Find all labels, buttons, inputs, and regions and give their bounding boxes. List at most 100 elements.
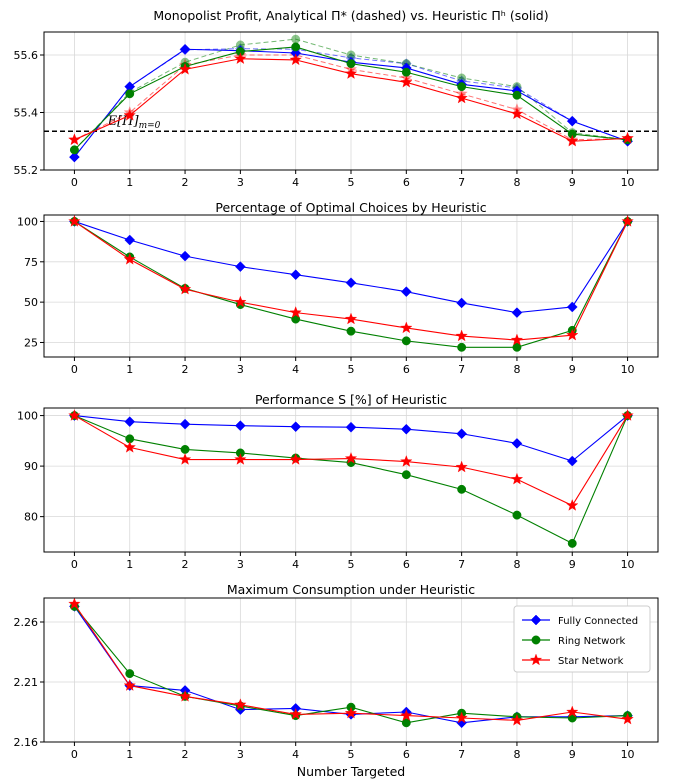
data-point bbox=[512, 510, 522, 520]
x-tick-label: 9 bbox=[569, 176, 576, 189]
data-point bbox=[234, 453, 247, 465]
data-point bbox=[68, 215, 81, 227]
legend-entry: Star Network bbox=[558, 656, 624, 667]
data-point bbox=[457, 82, 467, 92]
x-tick-label: 5 bbox=[348, 558, 355, 571]
x-tick-label: 10 bbox=[621, 748, 635, 761]
chart-title: Monopolist Profit, Analytical Π* (dashed… bbox=[153, 8, 548, 23]
data-point bbox=[124, 234, 136, 246]
x-tick-label: 6 bbox=[403, 363, 410, 376]
data-point bbox=[566, 301, 578, 313]
data-point bbox=[68, 409, 81, 421]
legend-marker bbox=[531, 635, 541, 645]
x-tick-label: 6 bbox=[403, 176, 410, 189]
x-tick-label: 9 bbox=[569, 363, 576, 376]
x-tick-label: 4 bbox=[292, 748, 299, 761]
x-tick-label: 1 bbox=[126, 176, 133, 189]
y-tick-label: 25 bbox=[24, 336, 38, 349]
data-point bbox=[455, 329, 468, 342]
x-tick-label: 5 bbox=[348, 748, 355, 761]
data-point bbox=[621, 409, 634, 421]
data-point bbox=[400, 286, 412, 298]
y-tick-label: 55.4 bbox=[14, 107, 39, 120]
series-star-network bbox=[68, 597, 634, 726]
data-point bbox=[289, 707, 302, 720]
data-point bbox=[289, 453, 302, 465]
y-tick-label: 80 bbox=[24, 511, 38, 524]
x-tick-label: 1 bbox=[126, 558, 133, 571]
data-point bbox=[455, 711, 468, 724]
data-point bbox=[621, 215, 634, 227]
data-point bbox=[345, 421, 357, 433]
data-point bbox=[178, 62, 192, 75]
legend-marker bbox=[529, 653, 543, 666]
data-point bbox=[345, 277, 357, 289]
data-point bbox=[566, 705, 579, 718]
data-point bbox=[456, 428, 467, 440]
chart-panel-3: Performance S [%] of Heuristic 0 1 2 3 4 5 6 7 8 9… bbox=[17, 392, 659, 571]
data-point bbox=[511, 307, 523, 318]
data-point bbox=[123, 679, 136, 691]
data-point bbox=[566, 134, 579, 147]
data-point bbox=[344, 67, 358, 79]
x-tick-label: 3 bbox=[237, 176, 244, 189]
data-point bbox=[69, 151, 80, 163]
data-point bbox=[234, 52, 247, 64]
x-tick-label: 8 bbox=[513, 748, 520, 761]
data-point bbox=[291, 42, 301, 52]
x-tick-label: 9 bbox=[569, 558, 576, 571]
chart-title: Percentage of Optimal Choices by Heurist… bbox=[215, 200, 486, 215]
y-tick-label: 50 bbox=[24, 296, 38, 309]
x-tick-label: 0 bbox=[71, 558, 78, 571]
x-tick-label: 4 bbox=[292, 558, 299, 571]
data-point bbox=[289, 306, 302, 318]
data-point bbox=[123, 108, 136, 121]
data-point bbox=[178, 282, 192, 295]
data-point bbox=[69, 145, 79, 155]
data-point bbox=[400, 455, 413, 467]
data-point bbox=[180, 444, 190, 454]
data-point bbox=[344, 452, 358, 464]
x-tick-label: 0 bbox=[71, 363, 78, 376]
data-point bbox=[510, 333, 524, 346]
y-tick-label: 55.6 bbox=[14, 49, 39, 62]
data-point bbox=[510, 107, 524, 120]
x-tick-label: 1 bbox=[126, 748, 133, 761]
x-tick-label: 10 bbox=[621, 558, 635, 571]
x-tick-label: 4 bbox=[292, 363, 299, 376]
data-point bbox=[566, 455, 578, 467]
x-tick-label: 3 bbox=[237, 363, 244, 376]
data-point bbox=[68, 597, 81, 610]
data-point bbox=[401, 336, 411, 346]
data-point bbox=[123, 440, 136, 453]
y-tick-label: 90 bbox=[24, 460, 38, 473]
series-star-network bbox=[68, 409, 634, 511]
data-point bbox=[289, 53, 302, 66]
legend-marker bbox=[530, 614, 542, 626]
x-tick-label: 7 bbox=[458, 176, 465, 189]
chart-title: Performance S [%] of Heuristic bbox=[255, 392, 447, 407]
x-tick-label: 8 bbox=[513, 176, 520, 189]
data-point bbox=[512, 90, 522, 100]
chart-panel-2: Percentage of Optimal Choices by Heurist… bbox=[17, 200, 659, 376]
data-point bbox=[346, 326, 356, 336]
x-tick-label: 8 bbox=[513, 558, 520, 571]
x-tick-label: 1 bbox=[126, 363, 133, 376]
y-tick-label: 100 bbox=[17, 215, 38, 228]
x-tick-label: 9 bbox=[569, 748, 576, 761]
data-point bbox=[566, 115, 578, 127]
data-point bbox=[125, 669, 135, 679]
x-tick-label: 7 bbox=[458, 363, 465, 376]
data-point bbox=[456, 297, 467, 309]
data-point bbox=[291, 34, 301, 44]
data-point bbox=[124, 416, 136, 427]
x-tick-label: 5 bbox=[348, 363, 355, 376]
data-point bbox=[235, 261, 246, 272]
y-tick-label: 2.26 bbox=[14, 616, 39, 629]
series-fully-connected bbox=[69, 410, 633, 467]
data-point bbox=[455, 91, 468, 104]
legend: Fully Connected Ring Network Star Network bbox=[513, 605, 651, 673]
data-point bbox=[621, 131, 634, 144]
data-point bbox=[401, 470, 411, 480]
